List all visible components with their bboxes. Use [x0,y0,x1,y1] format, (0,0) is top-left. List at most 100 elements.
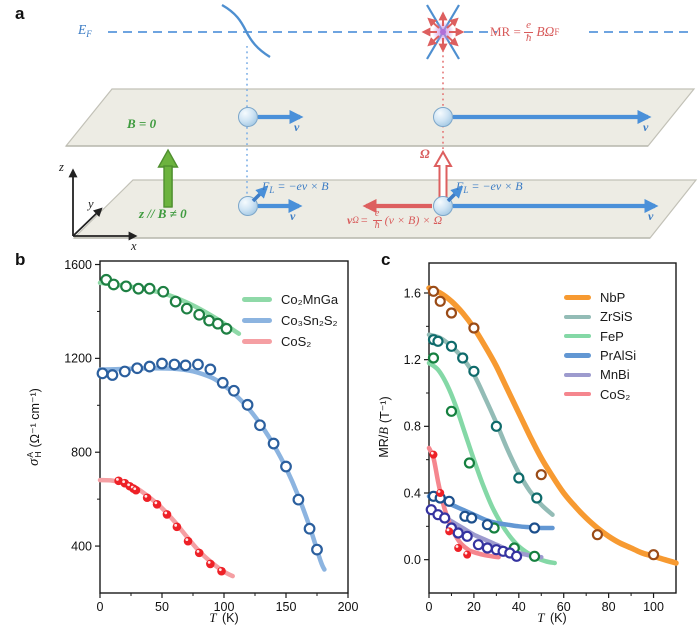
data-point-Co₂MnGa [143,282,156,295]
data-point-NbP [535,469,547,481]
x-tick-label: 80 [602,600,616,614]
anomalous-sub: Ω [352,215,359,225]
data-point-PrAlSi [443,495,455,507]
legend-item-cos2: CoS₂ [242,331,338,352]
data-point-Co₃Sn₂S₂ [216,376,229,389]
data-point-ZrSiS [531,492,543,504]
chart-b-plot: 0 50 100 150 200 400 800 1200 1600 [64,258,358,614]
data-point-FeP [463,457,476,469]
y-tick-label: 1600 [64,258,92,272]
data-point-glint [164,511,168,515]
data-point-CoS₂ [463,550,472,559]
x-tick-label: 60 [557,600,571,614]
x-tick-label: 40 [512,600,526,614]
legend-label: NbP [600,290,626,306]
series-line-CoS₂ [426,445,501,560]
legend-swatch [564,333,591,339]
data-point-MnBi [472,539,484,551]
data-point-Co₃Sn₂S₂ [118,365,131,378]
data-point-ZrSiS [432,335,444,347]
legend-item-cos2: CoS₂ [564,384,636,403]
mr-formula: MR = e ħ BΩ F [490,13,559,51]
lorentz-sub: L [463,185,469,195]
data-point-glint [144,494,148,498]
legend-panel-b: Co₂MnGa Co₃Sn₂S₂ CoS₂ [242,289,338,352]
data-point-glint [122,480,125,484]
x-tick-label: 100 [214,600,235,614]
data-point-Co₃Sn₂S₂ [267,437,280,450]
y-tick-label: 0.8 [404,420,421,434]
legend-swatch [242,318,272,323]
fermi-level-sub: F [86,29,92,39]
data-point-MnBi [452,527,464,539]
lorentz-sub: L [269,185,275,195]
data-point-glint [207,561,211,564]
data-point-Co₃Sn₂S₂ [106,369,119,381]
data-point-glint [185,538,189,542]
y-axis-sigma: σ [25,458,42,466]
lorentz-force-label: FL = −ev × B [262,179,329,195]
data-point-Co₃Sn₂S₂ [204,363,217,376]
data-point-NbP [468,322,480,334]
legend-label: CoS₂ [281,334,312,349]
y-tick-label: 0.0 [404,553,421,567]
panel-letter-b: b [15,250,26,269]
data-point-CoS₂ [162,510,172,519]
data-point-glint [446,528,450,532]
data-point-glint [437,490,441,493]
data-point-CoS₂ [206,559,215,569]
data-point-FeP [528,550,541,562]
data-point-CoS₂ [131,485,141,495]
fermi-level-label: EF [78,22,92,39]
data-point-NbP [427,285,440,297]
legend-item-mnbi: MnBi [564,365,636,384]
band-schematic [64,3,698,241]
x-tick-label: 100 [643,600,664,614]
legend-swatch [242,297,272,302]
legend-item-co2mnga: Co₂MnGa [242,289,338,310]
applied-field-label: z // B ≠ 0 [139,206,187,221]
data-point-Co₃Sn₂S₂ [96,367,109,380]
data-point-Co₂MnGa [157,285,170,298]
y-tick-label: 800 [71,446,92,460]
data-point-ZrSiS [513,472,525,484]
legend-label: CoS₂ [600,386,631,402]
data-point-MnBi [510,550,523,562]
data-point-Co₃Sn₂S₂ [228,384,240,397]
fermi-level-base: E [78,22,87,37]
x-tick-label: 0 [426,600,433,614]
data-point-Co₃Sn₂S₂ [254,419,266,432]
data-point-CoS₂ [429,450,438,459]
data-point-Co₃Sn₂S₂ [292,493,305,506]
data-point-Co₂MnGa [107,278,120,291]
data-point-ZrSiS [468,365,480,377]
berry-curvature-star-icon [421,11,465,53]
mr-formula-sub: F [554,27,560,37]
data-point-FeP [427,352,440,364]
legend-panel-c: NbP ZrSiS FeP PrAlSi MnBi CoS₂ [564,288,636,404]
data-point-Co₃Sn₂S₂ [280,460,292,473]
velocity-label: v [643,120,649,134]
lorentz-force-arrow [446,185,464,203]
data-point-CoS₂ [436,489,445,497]
data-point-Co₃Sn₂S₂ [241,398,254,411]
data-point-CoS₂ [183,536,193,546]
band-dispersion-curve [221,3,271,59]
lorentz-rest: = −ev × B [274,179,329,193]
legend-label: Co₃Sn₂S₂ [281,313,338,328]
series-line-NbP [426,285,679,566]
data-point-Co₃Sn₂S₂ [131,362,144,375]
x-tick-label: 20 [467,600,481,614]
legend-item-pralsi: PrAlSi [564,346,636,365]
electron-ball [238,107,258,127]
data-point-CoS₂ [152,500,162,509]
weyl-node [421,4,465,60]
data-point-PrAlSi [528,522,541,534]
data-point-CoS₂ [445,527,454,536]
legend-label: Co₂MnGa [281,292,339,307]
electron-ball [433,196,453,216]
y-axis-title-c: MR/ B (T⁻¹) [373,337,395,517]
anomalous-numerator: e [374,208,380,219]
